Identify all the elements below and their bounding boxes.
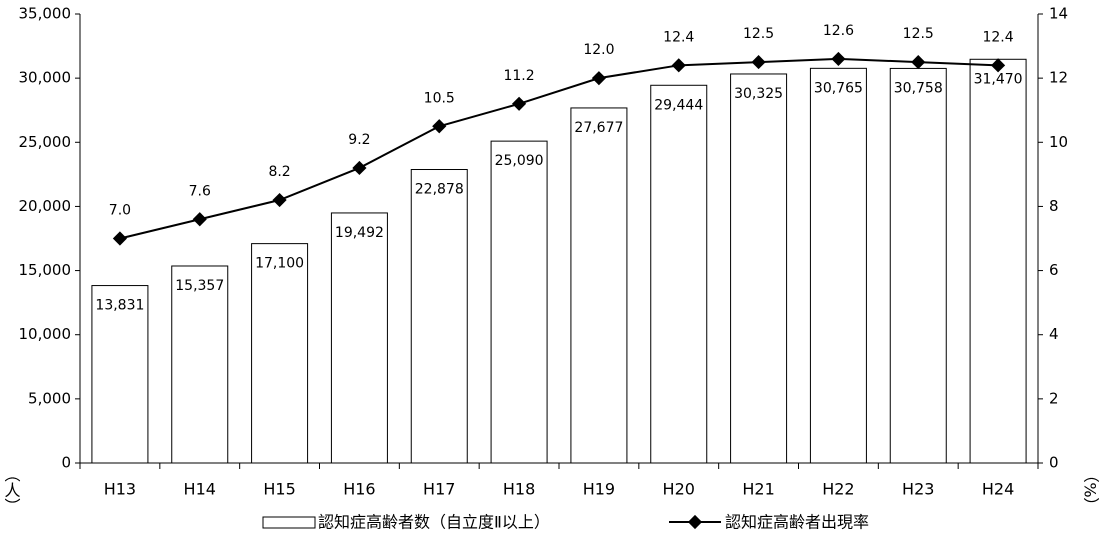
legend-diamond-marker [687,514,703,530]
bar-data-label: 30,325 [734,86,783,102]
line-data-label: 12.0 [583,42,614,58]
line-data-label: 10.5 [424,90,455,106]
bar-data-label: 17,100 [255,256,304,272]
right-tick-label: 4 [1049,325,1059,343]
bar-data-label: 30,758 [894,80,943,96]
bar [570,107,628,464]
legend-bar-label: 認知症高齢者数（自立度Ⅱ以上） [318,513,550,532]
bar [91,285,149,464]
bar [730,73,788,464]
line-point-marker [512,96,527,111]
x-category-label: H13 [104,480,136,499]
x-category-label: H19 [583,480,615,499]
x-category-label: H20 [663,480,695,499]
bar-data-label: 30,765 [814,80,863,96]
legend-line-label: 認知症高齢者出現率 [725,513,869,532]
bar [809,67,867,464]
line-point-marker [352,160,367,176]
x-category-label: H24 [982,480,1014,499]
bar [490,140,548,464]
x-category-label: H14 [184,480,216,499]
left-tick-label: 25,000 [19,133,72,151]
line-data-label: 11.2 [503,68,534,84]
bar-data-label: 25,090 [495,153,544,169]
bar-data-label: 13,831 [95,298,144,314]
left-axis-unit: （人） [2,466,21,514]
bar-data-label: 29,444 [654,97,703,113]
bar-data-label: 31,470 [974,71,1023,87]
line-point-marker [192,212,207,227]
line-data-label: 12.6 [823,23,854,39]
line-data-label: 7.6 [189,183,211,199]
chart-axes: 0 5,000 10,000 15,000 20,000 25,000 30,000 35,0… [19,5,1069,499]
line-data-label: 12.4 [982,29,1013,45]
right-tick-label: 6 [1049,261,1059,279]
left-tick-label: 20,000 [19,197,72,215]
x-category-label: H18 [503,480,535,499]
bar-data-label: 22,878 [415,182,464,198]
bar-data-label: 19,492 [335,225,384,241]
bar [969,58,1027,464]
line-series [112,51,1006,246]
x-category-label: H17 [423,480,455,499]
bar-series [91,58,1027,464]
bar [889,67,947,464]
line-point-marker [671,58,686,73]
line-point-marker [112,231,127,246]
right-tick-label: 12 [1049,69,1068,87]
legend: 認知症高齢者数（自立度Ⅱ以上） 認知症高齢者出現率 [262,513,869,532]
bar [330,212,388,464]
line-point-marker [751,55,766,70]
line-point-marker [991,58,1006,73]
line-data-label: 9.2 [348,132,370,148]
bar [171,265,229,464]
x-category-label: H23 [902,480,934,499]
left-tick-label: 10,000 [19,325,72,343]
x-category-label: H21 [742,480,774,499]
data-labels: 13,831 15,357 17,100 19,492 22,878 25,090 27,6… [95,23,1022,314]
bar [650,84,708,464]
right-tick-label: 14 [1049,5,1068,23]
line-point-marker [591,71,606,86]
bar-data-label: 15,357 [175,278,224,294]
right-tick-label: 2 [1049,389,1059,407]
line-data-label: 12.5 [743,26,774,42]
x-category-label: H16 [343,480,375,499]
x-category-label: H22 [822,480,854,499]
line-point-marker [911,55,926,70]
left-tick-label: 30,000 [19,69,72,87]
line-data-label: 7.0 [109,203,131,219]
line-point-marker [831,51,846,66]
bar [251,243,309,464]
line-data-label: 12.4 [663,29,694,45]
bar [410,169,468,464]
right-tick-label: 0 [1049,454,1059,472]
x-category-label: H15 [263,480,295,499]
line-data-label: 8.2 [268,164,290,180]
left-tick-label: 15,000 [19,261,72,279]
line-point-marker [272,192,287,208]
rate-line [119,57,999,240]
left-tick-label: 0 [61,454,71,472]
legend-bar-swatch [262,516,316,529]
bar-data-label: 27,677 [574,120,623,136]
line-data-label: 12.5 [903,26,934,42]
right-axis-unit: （%） [1081,466,1099,513]
line-point-marker [432,119,447,134]
left-tick-label: 35,000 [19,5,72,23]
right-tick-label: 10 [1049,133,1068,151]
right-tick-label: 8 [1049,197,1059,215]
left-tick-label: 5,000 [28,389,71,407]
